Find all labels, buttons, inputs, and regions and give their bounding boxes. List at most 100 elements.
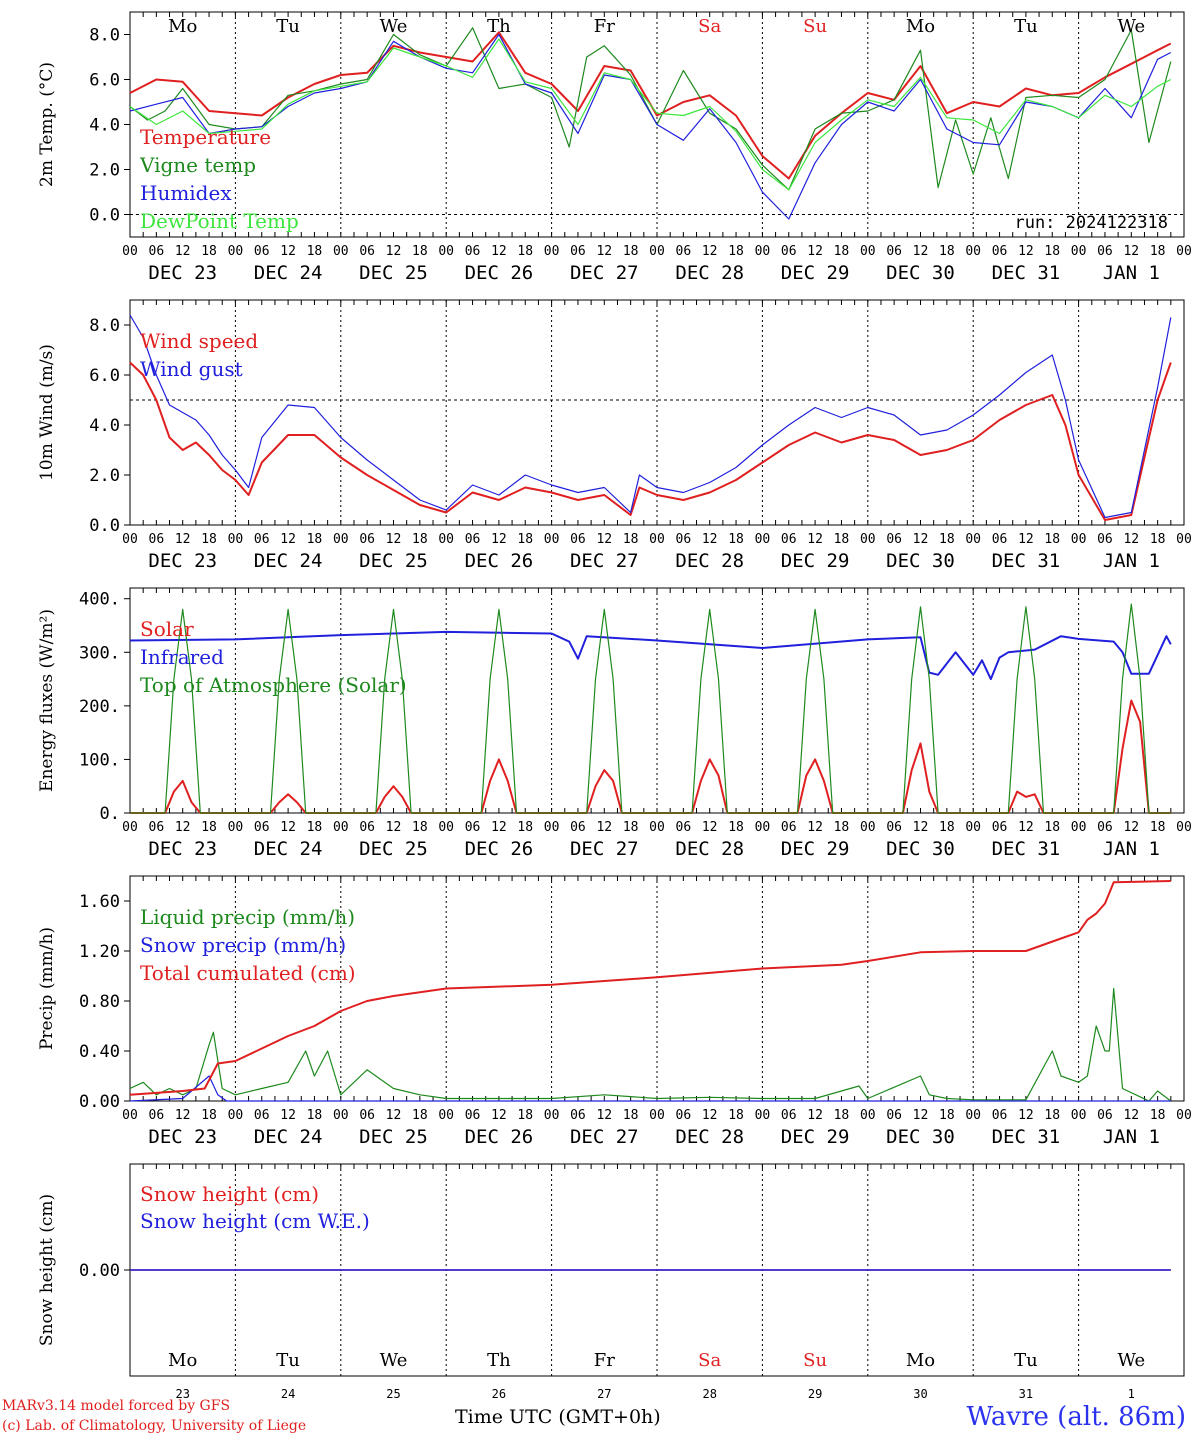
day-name: We bbox=[1117, 1350, 1145, 1371]
hour-tick-label: 12 bbox=[175, 1108, 191, 1123]
hour-tick-label: 12 bbox=[807, 532, 823, 547]
date-label: DEC 30 bbox=[886, 262, 955, 284]
hour-tick-label: 18 bbox=[307, 532, 323, 547]
date-label: DEC 29 bbox=[781, 550, 850, 572]
hour-tick-label: 12 bbox=[702, 532, 718, 547]
hour-tick-label: 00 bbox=[649, 820, 665, 835]
hour-tick-label: 06 bbox=[254, 1108, 270, 1123]
hour-tick-label: 00 bbox=[755, 1108, 771, 1123]
legend-entry: Total cumulated (cm) bbox=[140, 961, 356, 985]
date-label: DEC 29 bbox=[781, 1126, 850, 1148]
legend-entry: Temperature bbox=[140, 125, 271, 149]
y-tick-label: 1.60 bbox=[79, 892, 120, 912]
hour-tick-label: 06 bbox=[254, 820, 270, 835]
y-tick-label: 0.00 bbox=[79, 1261, 120, 1281]
hour-tick-label: 12 bbox=[596, 532, 612, 547]
date-label: DEC 28 bbox=[675, 262, 744, 284]
hour-tick-label: 00 bbox=[1176, 820, 1192, 835]
legend-entry: Humidex bbox=[140, 181, 232, 205]
y-tick-label: 8.0 bbox=[89, 316, 120, 336]
day-name: We bbox=[1117, 16, 1145, 37]
series-line bbox=[129, 314, 1172, 519]
y-tick-label: 0.0 bbox=[89, 206, 120, 226]
hour-tick-label: 18 bbox=[939, 532, 955, 547]
hour-tick-label: 06 bbox=[570, 1108, 586, 1123]
date-label: DEC 26 bbox=[465, 550, 534, 572]
hour-tick-label: 12 bbox=[702, 244, 718, 259]
hour-tick-label: 12 bbox=[913, 244, 929, 259]
y-tick-label: 1.20 bbox=[79, 942, 120, 962]
hour-tick-label: 00 bbox=[1071, 820, 1087, 835]
hour-tick-label: 00 bbox=[122, 244, 138, 259]
day-name: We bbox=[380, 16, 408, 37]
y-tick-label: 200. bbox=[79, 697, 120, 717]
y-tick-label: 6.0 bbox=[89, 71, 120, 91]
date-label: DEC 30 bbox=[886, 550, 955, 572]
date-label: DEC 23 bbox=[148, 550, 217, 572]
legend-entry: Snow precip (mm/h) bbox=[140, 933, 346, 957]
y-axis-title: Snow height (cm) bbox=[37, 1194, 57, 1346]
hour-tick-label: 12 bbox=[702, 1108, 718, 1123]
day-name: Tu bbox=[1014, 1350, 1038, 1371]
hour-tick-label: 06 bbox=[149, 244, 165, 259]
hour-tick-label: 06 bbox=[992, 244, 1008, 259]
hour-tick-label: 18 bbox=[517, 244, 533, 259]
hour-tick-label: 18 bbox=[1044, 1108, 1060, 1123]
hour-tick-label: 00 bbox=[1176, 244, 1192, 259]
hour-tick-label: 18 bbox=[623, 1108, 639, 1123]
hour-tick-label: 18 bbox=[1044, 820, 1060, 835]
hour-tick-label: 18 bbox=[1150, 244, 1166, 259]
hour-tick-label: 06 bbox=[1097, 1108, 1113, 1123]
date-label: DEC 30 bbox=[886, 1126, 955, 1148]
hour-tick-label: 18 bbox=[728, 244, 744, 259]
y-tick-label: 2.0 bbox=[89, 466, 120, 486]
hour-tick-label: 00 bbox=[228, 820, 244, 835]
hour-tick-label: 06 bbox=[886, 532, 902, 547]
hour-tick-label: 18 bbox=[517, 820, 533, 835]
hour-tick-label: 12 bbox=[913, 1108, 929, 1123]
hour-tick-label: 18 bbox=[1150, 820, 1166, 835]
day-number: 28 bbox=[702, 1387, 716, 1401]
date-label: DEC 27 bbox=[570, 550, 639, 572]
hour-tick-label: 06 bbox=[254, 244, 270, 259]
day-name: Fr bbox=[594, 16, 615, 37]
day-name: Mo bbox=[906, 16, 935, 37]
hour-tick-label: 00 bbox=[438, 1108, 454, 1123]
hour-tick-label: 18 bbox=[201, 1108, 217, 1123]
y-tick-label: 8.0 bbox=[89, 26, 120, 46]
hour-tick-label: 12 bbox=[491, 244, 507, 259]
hour-tick-label: 00 bbox=[333, 820, 349, 835]
hour-tick-label: 00 bbox=[228, 244, 244, 259]
hour-tick-label: 06 bbox=[465, 1108, 481, 1123]
hour-tick-label: 18 bbox=[728, 1108, 744, 1123]
date-label: DEC 30 bbox=[886, 838, 955, 860]
y-axis-title: Energy fluxes (W/m²) bbox=[37, 609, 57, 792]
hour-tick-label: 06 bbox=[465, 820, 481, 835]
y-axis-title: 2m Temp. (°C) bbox=[37, 62, 57, 187]
hour-tick-label: 18 bbox=[834, 1108, 850, 1123]
hour-tick-label: 18 bbox=[307, 820, 323, 835]
hour-tick-label: 12 bbox=[596, 1108, 612, 1123]
hour-tick-label: 00 bbox=[438, 244, 454, 259]
hour-tick-label: 00 bbox=[228, 1108, 244, 1123]
date-label: DEC 26 bbox=[465, 838, 534, 860]
date-label: DEC 28 bbox=[675, 1126, 744, 1148]
hour-tick-label: 06 bbox=[254, 532, 270, 547]
day-name: Th bbox=[487, 16, 511, 37]
y-tick-label: 0.00 bbox=[79, 1092, 120, 1112]
hour-tick-label: 00 bbox=[649, 1108, 665, 1123]
hour-tick-label: 12 bbox=[175, 244, 191, 259]
hour-tick-label: 12 bbox=[807, 244, 823, 259]
hour-tick-label: 06 bbox=[570, 532, 586, 547]
hour-tick-label: 00 bbox=[860, 1108, 876, 1123]
date-label: JAN 1 bbox=[1103, 1126, 1160, 1148]
series-line bbox=[129, 31, 1172, 180]
hour-tick-label: 06 bbox=[886, 1108, 902, 1123]
hour-tick-label: 06 bbox=[676, 532, 692, 547]
date-label: DEC 27 bbox=[570, 1126, 639, 1148]
date-label: DEC 24 bbox=[254, 262, 323, 284]
date-label: DEC 31 bbox=[992, 262, 1061, 284]
hour-tick-label: 00 bbox=[860, 244, 876, 259]
hour-tick-label: 00 bbox=[649, 244, 665, 259]
